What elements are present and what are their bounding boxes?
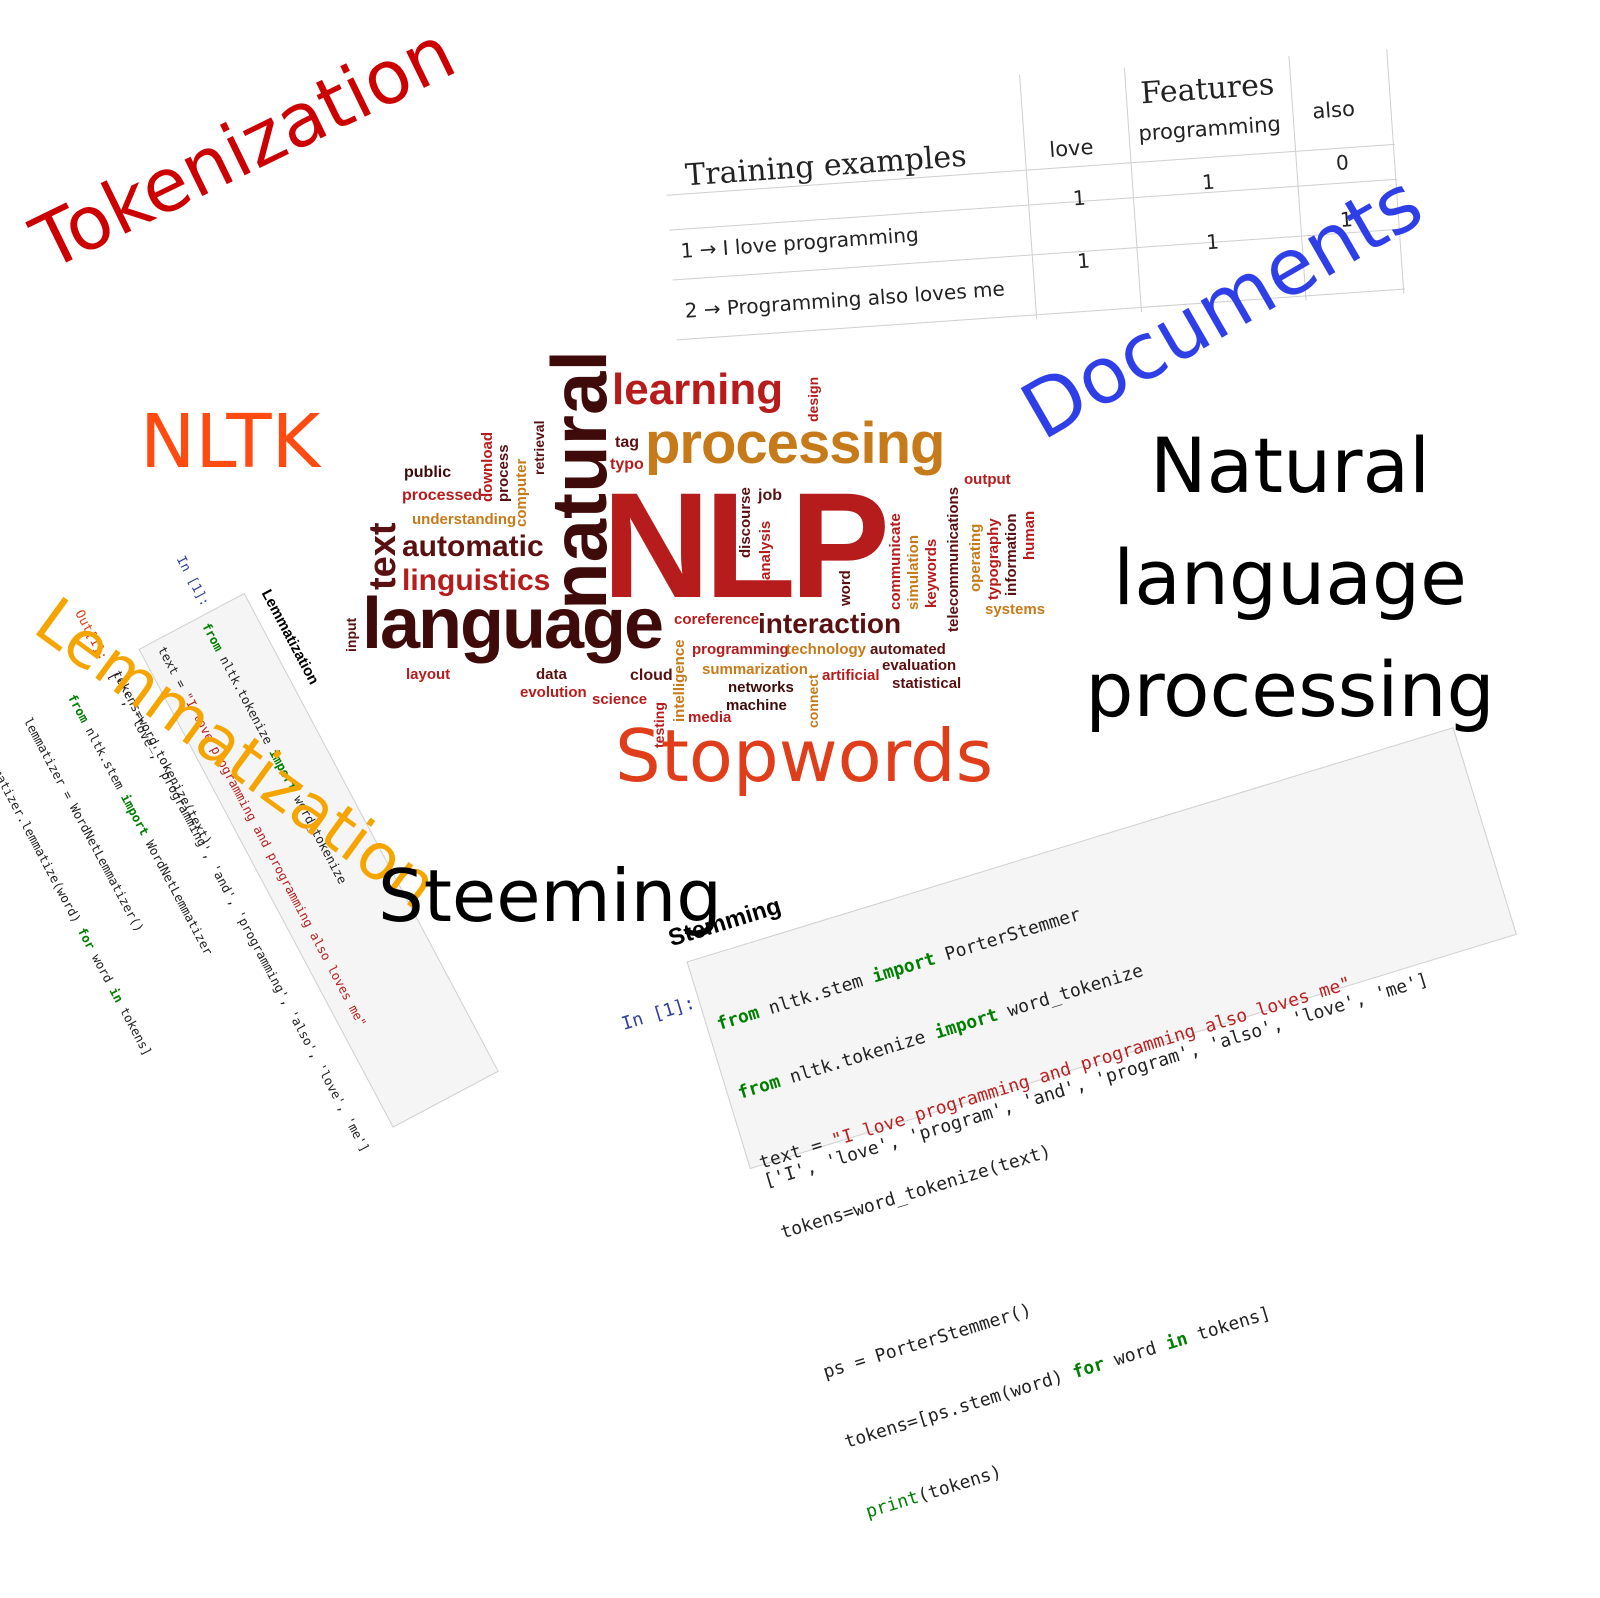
cloud-word-typo: typo <box>610 456 644 473</box>
cloud-word-machine: machine <box>726 697 787 714</box>
cloud-word-typography: typography <box>985 518 1002 600</box>
label-stopwords: Stopwords <box>615 714 994 798</box>
cloud-word-public: public <box>404 464 452 481</box>
cloud-word-intelligence: intelligence <box>671 639 688 722</box>
cloud-word-learning: learning <box>612 365 784 414</box>
table-col-also: also <box>1311 96 1356 124</box>
table-row-1-also: 0 <box>1335 150 1350 175</box>
cloud-word-systems: systems <box>985 601 1046 618</box>
lemmatization-in-prompt: In [1]: <box>172 553 212 610</box>
cloud-word-networks: networks <box>728 679 794 696</box>
table-col-love: love <box>1048 134 1095 162</box>
cloud-word-nlp: NLP <box>602 461 890 629</box>
stemming-notebook: Stemming In [1]: from nltk.stem import P… <box>610 722 1558 1522</box>
nlp-title-line-1: Natural <box>1149 421 1431 510</box>
label-natural-language-processing: Natural language processing <box>1070 410 1510 746</box>
cloud-word-natural: natural <box>535 349 623 610</box>
cloud-word-process: process <box>495 444 512 502</box>
cloud-word-download: download <box>479 432 496 502</box>
table-row-2-programming: 1 <box>1205 229 1220 255</box>
cloud-word-statistical: statistical <box>892 675 962 692</box>
cloud-word-evaluation: evaluation <box>882 657 957 674</box>
table-col-programming: programming <box>1137 111 1282 146</box>
cloud-word-input: input <box>343 617 359 652</box>
cloud-word-analysis: analysis <box>757 520 774 580</box>
cloud-word-telecommunications: telecommunications <box>945 486 962 632</box>
cloud-word-technology: technology <box>786 641 867 658</box>
cloud-word-automatic: automatic <box>402 530 544 563</box>
cloud-word-communicate: communicate <box>887 513 904 610</box>
cloud-word-processed: processed <box>402 487 483 504</box>
lemma-line-6: [lemmatizer.lemmatize(word) for word in … <box>0 738 156 1059</box>
cloud-word-summarization: summarization <box>702 661 808 678</box>
cloud-word-media: media <box>688 709 732 726</box>
table-row-1-label: 1 → I love programming <box>679 222 920 263</box>
nlp-title-line-3: processing <box>1085 645 1495 734</box>
table-features-header: Features <box>1139 67 1276 112</box>
cloud-word-evolution: evolution <box>520 684 587 701</box>
stemming-in-prompt: In [1]: <box>619 992 698 1035</box>
cloud-word-coreference: coreference <box>674 611 760 628</box>
table-row-1-love: 1 <box>1072 185 1087 211</box>
table-row-2-love: 1 <box>1076 248 1091 274</box>
cloud-word-computer: computer <box>513 458 530 527</box>
cloud-word-data: data <box>536 666 567 683</box>
cloud-word-understanding: understanding <box>412 511 517 528</box>
cloud-word-retrieval: retrieval <box>531 420 547 475</box>
cloud-word-language: language <box>362 584 664 664</box>
cloud-word-artificial: artificial <box>822 667 880 684</box>
cloud-word-word: word <box>837 570 854 606</box>
cloud-word-simulation: simulation <box>905 534 922 610</box>
cloud-word-operating: operating <box>967 523 984 592</box>
cloud-word-layout: layout <box>406 666 451 683</box>
cloud-word-tag: tag <box>615 434 639 451</box>
cloud-word-interaction: interaction <box>758 608 902 639</box>
nlp-word-cloud: NLP natural language processing learning… <box>340 270 1060 750</box>
cloud-word-discourse: discourse <box>737 487 754 558</box>
label-tokenization: Tokenization <box>19 9 468 287</box>
label-nltk: NLTK <box>140 399 321 485</box>
cloud-word-information: information <box>1003 513 1020 597</box>
table-examples-header: Training examples <box>684 138 968 194</box>
cloud-word-cloud: cloud <box>630 667 673 684</box>
cloud-word-human: human <box>1021 510 1038 560</box>
cloud-word-job: job <box>758 487 782 504</box>
cloud-word-keywords: keywords <box>923 538 940 608</box>
cloud-word-output: output <box>964 471 1011 488</box>
cloud-word-automated: automated <box>870 641 946 658</box>
cloud-word-programming: programming <box>692 641 789 658</box>
cloud-word-linguistics: linguistics <box>402 564 551 597</box>
cloud-word-text: text <box>362 522 404 590</box>
nlp-title-line-2: language <box>1113 533 1467 622</box>
label-steeming: Steeming <box>378 854 723 938</box>
cloud-word-design: design <box>805 376 821 422</box>
cloud-word-science: science <box>592 691 648 708</box>
table-row-1-programming: 1 <box>1201 169 1216 195</box>
cloud-word-processing: processing <box>645 411 945 476</box>
